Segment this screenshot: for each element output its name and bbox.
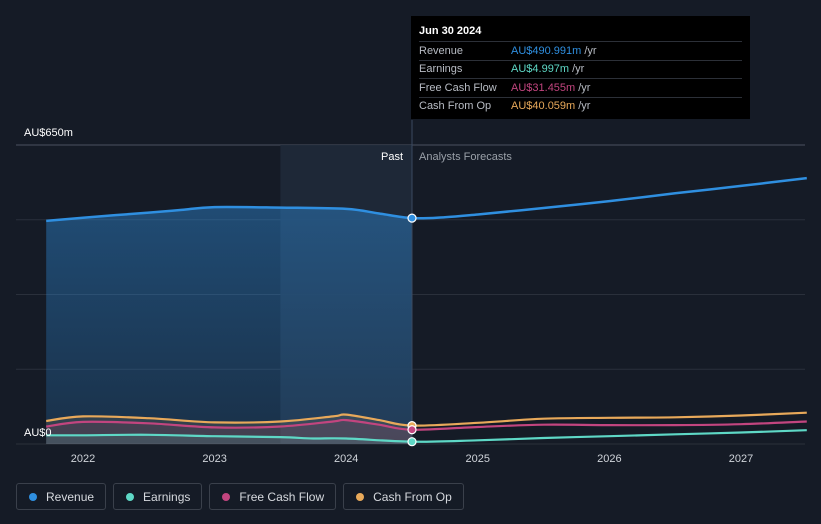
free-cash-flow-line xyxy=(46,418,807,431)
axis-labels: AU$650m AU$0 Past Analysts Forecasts xyxy=(24,127,512,439)
legend-dot-icon xyxy=(29,492,37,501)
tooltip-row-cash-from-op: Cash From Op AU$40.059m /yr xyxy=(419,96,742,116)
legend-item-cash-from-op[interactable]: Cash From Op xyxy=(343,483,464,510)
forecast-label: Analysts Forecasts xyxy=(419,151,512,163)
x-tick-label: 2025 xyxy=(466,453,490,465)
legend-dot-icon xyxy=(356,492,365,501)
tooltip-unit: /yr xyxy=(572,63,585,76)
revenue-area xyxy=(46,206,412,444)
legend-label: Cash From Op xyxy=(373,489,452,504)
tooltip-unit: /yr xyxy=(578,81,591,94)
legend-item-earnings[interactable]: Earnings xyxy=(113,483,203,510)
x-tick-label: 2024 xyxy=(334,453,358,465)
tooltip-label: Free Cash Flow xyxy=(419,81,497,94)
tooltip-value: AU$40.059m xyxy=(511,100,576,113)
earnings-area xyxy=(46,434,412,444)
x-tick-label: 2023 xyxy=(202,453,226,465)
legend-label: Earnings xyxy=(143,489,191,504)
x-tick-label: 2027 xyxy=(729,453,753,465)
tooltip-row-revenue: Revenue AU$490.991m /yr xyxy=(419,41,742,60)
tooltip-unit: /yr xyxy=(584,44,597,57)
series-lines xyxy=(46,120,807,444)
legend-dot-icon xyxy=(222,492,231,501)
earnings-marker xyxy=(407,437,417,447)
tooltip-value: AU$490.991m xyxy=(511,44,582,57)
past-label: Past xyxy=(381,151,403,163)
tooltip: Jun 30 2024 Revenue AU$490.991m /yr Earn… xyxy=(411,16,750,119)
x-tick-label: 2022 xyxy=(71,453,95,465)
tooltip-label: Revenue xyxy=(419,44,464,57)
revenue-line xyxy=(46,176,807,223)
chart: AU$650m AU$0 Past Analysts Forecasts 202… xyxy=(16,120,807,465)
tooltip-date: Jun 30 2024 xyxy=(419,25,482,37)
tooltip-unit: /yr xyxy=(578,100,591,113)
legend-item-revenue[interactable]: Revenue xyxy=(16,483,107,510)
tooltip-value: AU$31.455m xyxy=(511,81,576,94)
tooltip-row-free-cash-flow: Free Cash Flow AU$31.455m /yr xyxy=(419,78,742,97)
revenue-marker xyxy=(407,213,417,223)
free-cash-flow-marker xyxy=(407,425,417,435)
tooltip-label: Cash From Op xyxy=(419,100,492,113)
tooltip-row-earnings: Earnings AU$4.997m /yr xyxy=(419,59,742,79)
legend-dot-icon xyxy=(126,492,135,501)
legend-label: Free Cash Flow xyxy=(239,489,325,504)
tooltip-value: AU$4.997m xyxy=(511,63,570,76)
x-tick-label: 2026 xyxy=(597,453,621,465)
legend-item-free-cash-flow[interactable]: Free Cash Flow xyxy=(209,483,337,510)
tooltip-label: Earnings xyxy=(419,63,463,76)
series-areas xyxy=(46,206,412,444)
highlight-markers xyxy=(407,213,417,447)
cash-from-op-line xyxy=(46,411,807,427)
earnings-line xyxy=(46,429,807,443)
y-axis-top-label: AU$650m xyxy=(24,127,73,139)
legend-label: Revenue xyxy=(46,489,95,504)
x-axis-ticks: 2022 2023 2024 2025 2026 2027 xyxy=(71,453,753,465)
legend: Revenue Earnings Free Cash Flow Cash Fro… xyxy=(16,483,464,510)
y-axis-bottom-label: AU$0 xyxy=(24,427,52,439)
